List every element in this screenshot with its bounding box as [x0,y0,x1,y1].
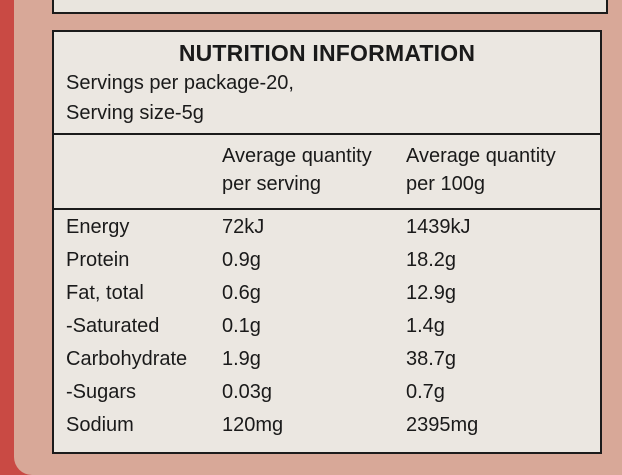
value-per-serving: 0.6g [222,282,261,304]
table-row: -Sugars 0.03g 0.7g [54,381,600,414]
nutrient-name: Protein [66,249,130,271]
servings-per-package: Servings per package-20, [66,72,294,94]
column-header-line: per serving [222,173,321,195]
column-header-line: Average quantity [406,145,556,167]
upper-label-edge [52,0,608,14]
divider-bottom [54,208,600,210]
table-row: Energy 72kJ 1439kJ [54,216,600,249]
value-per-serving: 72kJ [222,216,265,238]
nutrition-panel: NUTRITION INFORMATION Servings per packa… [52,30,602,454]
divider-top [54,133,600,135]
column-header-line: per 100g [406,173,485,195]
nutrient-name: -Sugars [66,381,137,403]
column-header-line: Average quantity [222,145,372,167]
table-row: Carbohydrate 1.9g 38.7g [54,348,600,381]
table-row: Fat, total 0.6g 12.9g [54,282,600,315]
value-per-serving: 1.9g [222,348,261,370]
value-per-serving: 0.1g [222,315,261,337]
value-per-100g: 18.2g [406,249,457,271]
table-row: Sodium 120mg 2395mg [54,414,600,447]
column-header-per-serving: Average quantity per serving [222,142,372,198]
nutrient-name: Carbohydrate [66,348,188,370]
value-per-serving: 0.03g [222,381,273,403]
value-per-100g: 38.7g [406,348,457,370]
nutrient-name: -Saturated [66,315,160,337]
column-header-per-100g: Average quantity per 100g [406,142,556,198]
table-row: Protein 0.9g 18.2g [54,249,600,282]
nutrient-name: Energy [66,216,130,238]
nutrient-name: Sodium [66,414,134,436]
value-per-100g: 12.9g [406,282,457,304]
value-per-100g: 1439kJ [406,216,471,238]
value-per-serving: 0.9g [222,249,261,271]
value-per-100g: 1.4g [406,315,445,337]
table-row: -Saturated 0.1g 1.4g [54,315,600,348]
serving-size: Serving size-5g [66,102,204,124]
panel-title: NUTRITION INFORMATION [178,40,476,66]
value-per-100g: 0.7g [406,381,445,403]
nutrient-name: Fat, total [66,282,144,304]
value-per-serving: 120mg [222,414,284,436]
value-per-100g: 2395mg [406,414,479,436]
